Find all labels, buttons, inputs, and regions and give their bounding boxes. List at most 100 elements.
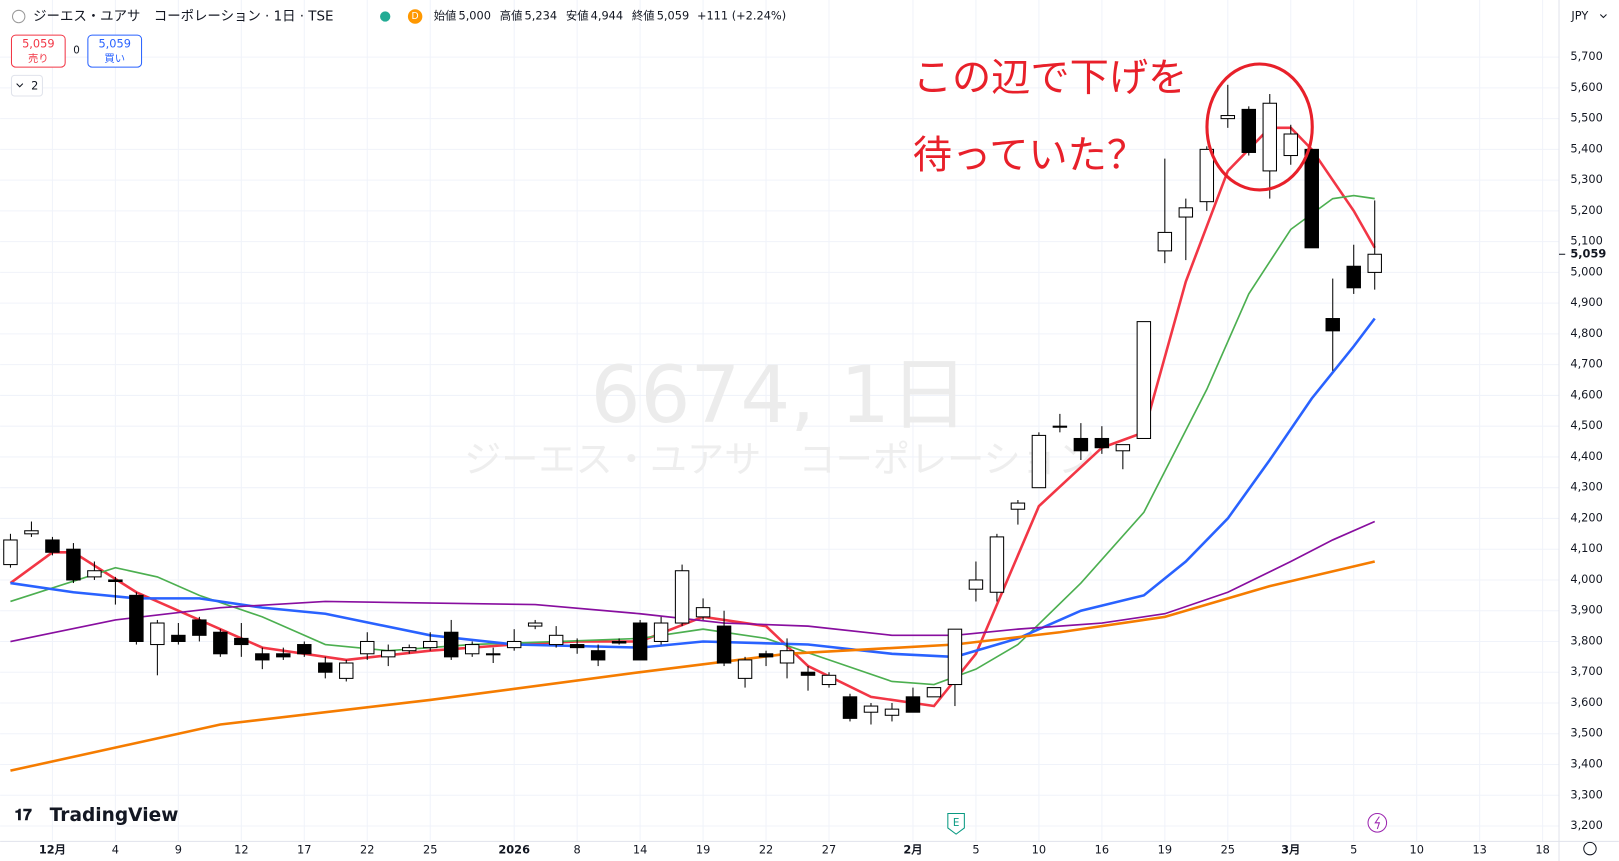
watermark-symbol: 6674, 1日 <box>591 349 969 441</box>
x-tick-label: 3月 <box>1281 843 1300 857</box>
x-tick-label: 25 <box>1221 843 1235 857</box>
annotation-text: 待っていた？ <box>913 133 1146 178</box>
logo: TradingView <box>50 805 179 826</box>
candle-body <box>800 671 816 676</box>
logo-mark: 𝟏𝟕 <box>15 806 33 824</box>
candle-body <box>213 631 228 655</box>
candle-body <box>1136 321 1152 440</box>
y-tick-label: 5,500 <box>1570 111 1602 125</box>
x-tick-label: 12月 <box>39 843 66 857</box>
candle-body <box>842 696 858 719</box>
candle-body <box>45 539 60 553</box>
market-status <box>380 11 391 22</box>
ohlc-label: 終値 <box>632 9 655 23</box>
currency-button[interactable] <box>1565 5 1612 28</box>
currency: JPY <box>1570 9 1588 23</box>
y-tick-label: 5,300 <box>1570 172 1602 186</box>
settings-icon[interactable] <box>1583 841 1597 856</box>
x-tick-label: 2月 <box>903 843 922 857</box>
ohlc-value: 4,944 <box>591 9 623 23</box>
x-tick-label: 18 <box>1535 843 1549 857</box>
x-tick-label: 4 <box>112 843 119 857</box>
candle-body <box>968 579 984 590</box>
watermark-name: ジーエス・ユアサ コーポレーション <box>464 438 1095 481</box>
x-tick-label: 8 <box>574 843 581 857</box>
candle-body <box>611 640 627 644</box>
sell-button[interactable] <box>10 34 66 68</box>
event-label: E <box>953 817 960 829</box>
candle-body <box>737 659 753 679</box>
candle-body <box>905 696 921 713</box>
symbol-title[interactable]: ジーエス・ユアサ コーポレーション · 1日 · TSE <box>33 9 333 25</box>
lightning <box>1374 816 1381 830</box>
watermark: 6674, 1日 ジーエス・ユアサ コーポレーション <box>464 349 1095 481</box>
y-tick-label: 3,200 <box>1570 818 1602 832</box>
axes: 3,200 3,300 3,400 3,500 3,600 3,700 3,800 3,900… <box>39 49 1606 857</box>
candle-body <box>66 548 81 581</box>
candle-body <box>527 622 543 627</box>
y-tick-label: 5,400 <box>1570 141 1602 155</box>
candle-body <box>1094 437 1110 449</box>
candle-body <box>402 647 417 652</box>
candle-body <box>339 662 354 679</box>
symbol-logo <box>11 9 26 24</box>
y-tick-label: 4,700 <box>1570 357 1602 371</box>
spread: 0 <box>73 45 80 57</box>
y-tick-label: 3,500 <box>1570 726 1602 740</box>
y-tick-label: 5,100 <box>1570 234 1602 248</box>
candle-body <box>779 650 795 664</box>
chevron <box>1599 14 1607 19</box>
ma-line <box>10 520 1376 643</box>
candle-body <box>1031 434 1047 489</box>
buy-button[interactable] <box>87 34 143 68</box>
y-tick-label: 4,800 <box>1570 326 1602 340</box>
ohlc-value: 5,059 <box>657 9 689 23</box>
annotation-circle <box>1205 62 1314 192</box>
event-marker[interactable] <box>947 812 965 835</box>
candle-body <box>1010 502 1026 510</box>
candle-body <box>863 705 879 713</box>
y-tick-label: 5,600 <box>1570 80 1602 94</box>
candle-body <box>1346 265 1361 289</box>
candle-body <box>674 570 690 624</box>
y-tick-label: 5,000 <box>1570 264 1602 278</box>
y-tick-label: 4,900 <box>1570 295 1602 309</box>
x-tick-label: 17 <box>297 843 311 857</box>
candle-body <box>24 530 39 535</box>
indicators-count: 2 <box>31 79 38 93</box>
x-tick-label: 12 <box>234 843 248 857</box>
candle-body <box>192 619 207 636</box>
candle-body <box>1115 444 1131 452</box>
sell-label: 売り <box>28 52 49 65</box>
ma-line <box>10 560 1376 772</box>
chevron <box>16 83 24 88</box>
y-tick-label: 3,900 <box>1570 603 1602 617</box>
y-tick-label: 3,800 <box>1570 633 1602 647</box>
data-badge-text: D <box>412 11 419 22</box>
y-tick-label: 4,400 <box>1570 449 1602 463</box>
candle-body <box>1157 231 1173 252</box>
candle-body <box>443 631 459 658</box>
x-tick-label: 19 <box>1158 843 1172 857</box>
x-tick-label: 10 <box>1409 843 1423 857</box>
ohlc-value: 5,000 <box>458 9 490 23</box>
ohlc: 始値 5,000 高値 5,234 安値 4,944 終値 5,059 <box>434 9 689 23</box>
candle-body <box>1199 148 1215 203</box>
y-tick-label: 3,400 <box>1570 756 1602 770</box>
x-tick-label: 25 <box>423 843 437 857</box>
candle-body <box>297 644 312 655</box>
x-tick-label: 22 <box>360 843 374 857</box>
candle-body <box>989 536 1005 593</box>
y-tick-label: 4,500 <box>1570 418 1602 432</box>
buy-label: 買い <box>104 53 125 65</box>
plot <box>3 84 1382 772</box>
candle-body <box>1367 253 1382 273</box>
candle-body <box>1241 108 1257 153</box>
candle-body <box>485 653 501 656</box>
y-tick-label: 4,600 <box>1570 387 1602 401</box>
candle-body <box>758 653 774 658</box>
indicators-toggle[interactable] <box>10 74 43 97</box>
candle-body <box>108 579 123 583</box>
x-tick-label: 16 <box>1095 843 1109 857</box>
